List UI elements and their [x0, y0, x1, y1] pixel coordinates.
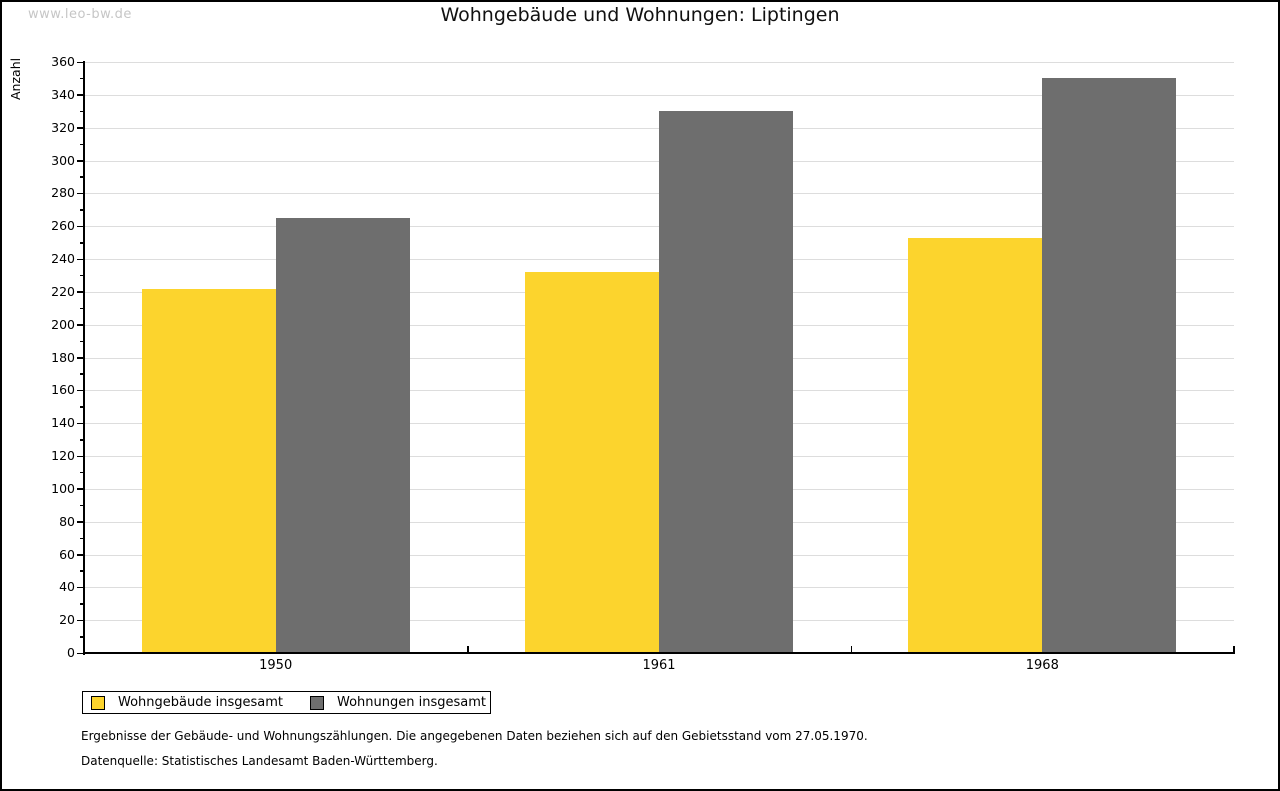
- bar-wohnungen-1961: [659, 111, 793, 654]
- x-end-tick: [1233, 646, 1235, 653]
- x-divider-tick-2: [850, 646, 853, 653]
- y-minor-tick-50: [80, 570, 84, 572]
- y-tick-label-40: 40: [59, 579, 75, 595]
- y-major-tick-300: [77, 160, 84, 162]
- y-tick-label-320: 320: [51, 119, 75, 135]
- legend-label-wohnungen: Wohnungen insgesamt: [337, 695, 486, 710]
- y-major-tick-260: [77, 225, 84, 228]
- legend: Wohngebäude insgesamt Wohnungen insgesam…: [82, 691, 491, 714]
- y-tick-label-300: 300: [51, 152, 75, 168]
- y-major-tick-360: [77, 61, 84, 63]
- y-major-tick-240: [77, 258, 84, 260]
- y-major-tick-200: [77, 324, 84, 326]
- y-tick-label-200: 200: [51, 316, 75, 332]
- footer-source: Datenquelle: Statistisches Landesamt Bad…: [81, 754, 438, 768]
- y-tick-label-120: 120: [51, 448, 75, 463]
- y-tick-label-180: 180: [51, 349, 75, 365]
- x-axis-line: [83, 652, 1235, 654]
- y-minor-tick-90: [80, 504, 84, 507]
- y-tick-label-340: 340: [51, 86, 75, 102]
- y-tick-label-280: 280: [51, 185, 75, 201]
- y-axis-line: [83, 61, 85, 655]
- y-tick-label-20: 20: [59, 612, 75, 628]
- gridline-y-340: [85, 94, 1234, 96]
- y-major-tick-160: [77, 389, 84, 392]
- y-major-tick-180: [77, 357, 84, 359]
- y-minor-tick-290: [80, 176, 84, 178]
- bar-wohngebaeude-1968: [908, 237, 1043, 653]
- y-tick-label-160: 160: [51, 382, 75, 398]
- y-major-tick-140: [77, 422, 84, 425]
- y-major-tick-280: [77, 192, 84, 195]
- y-major-tick-120: [77, 455, 84, 457]
- y-tick-label-60: 60: [59, 546, 75, 562]
- x-divider-tick-1: [467, 646, 469, 653]
- y-minor-tick-110: [80, 471, 84, 474]
- y-tick-label-100: 100: [51, 480, 75, 496]
- y-minor-tick-70: [80, 537, 84, 540]
- y-major-tick-0: [77, 652, 84, 654]
- y-minor-tick-30: [80, 603, 84, 605]
- y-minor-tick-170: [80, 373, 84, 375]
- x-tick-label-1961: 1961: [642, 658, 676, 673]
- legend-label-wohngebaeude: Wohngebäude insgesamt: [118, 695, 283, 710]
- y-minor-tick-250: [80, 242, 84, 244]
- legend-swatch-wohngebaeude: [91, 695, 105, 710]
- bar-wohngebaeude-1961: [525, 272, 659, 653]
- y-tick-label-140: 140: [51, 415, 75, 431]
- y-minor-tick-310: [80, 143, 84, 146]
- footer-note: Ergebnisse der Gebäude- und Wohnungszähl…: [81, 729, 868, 743]
- watermark: www.leo-bw.de: [28, 7, 132, 22]
- y-major-tick-20: [77, 619, 84, 622]
- y-minor-tick-210: [80, 307, 84, 310]
- y-major-tick-100: [77, 488, 84, 490]
- gridline-y-360: [85, 62, 1234, 63]
- x-tick-label-1950: 1950: [259, 658, 293, 673]
- bar-wohnungen-1968: [1042, 78, 1177, 653]
- y-major-tick-80: [77, 521, 84, 523]
- bar-wohngebaeude-1950: [141, 288, 276, 653]
- y-major-tick-320: [77, 127, 84, 129]
- y-minor-tick-150: [80, 406, 84, 408]
- y-major-tick-220: [77, 291, 84, 293]
- bar-wohnungen-1950: [275, 218, 410, 653]
- y-minor-tick-270: [80, 209, 84, 211]
- y-tick-label-220: 220: [51, 283, 75, 299]
- legend-swatch-wohnungen: [310, 695, 324, 710]
- y-major-tick-40: [77, 586, 84, 589]
- y-minor-tick-130: [80, 439, 84, 441]
- y-minor-tick-190: [80, 340, 84, 343]
- y-minor-tick-330: [80, 110, 84, 113]
- y-minor-tick-350: [80, 77, 84, 80]
- y-tick-label-80: 80: [59, 513, 75, 529]
- y-major-tick-60: [77, 554, 84, 556]
- y-tick-label-0: 0: [67, 645, 75, 660]
- y-tick-label-260: 260: [51, 218, 75, 234]
- y-tick-label-360: 360: [51, 54, 75, 69]
- y-minor-tick-10: [80, 636, 84, 638]
- y-tick-label-240: 240: [51, 251, 75, 266]
- chart-title: Wohngebäude und Wohnungen: Liptingen: [440, 4, 840, 26]
- y-major-tick-340: [77, 94, 84, 96]
- y-minor-tick-230: [80, 274, 84, 277]
- x-tick-label-1968: 1968: [1025, 658, 1059, 673]
